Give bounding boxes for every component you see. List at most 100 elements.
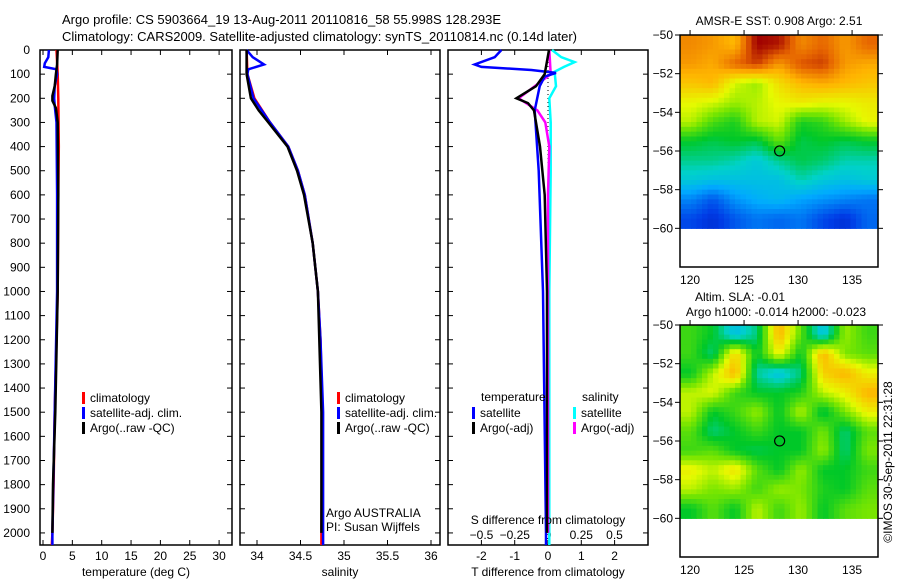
heatmap-cell	[773, 508, 780, 515]
heatmap-cell	[696, 78, 703, 84]
heatmap-cell	[696, 494, 703, 500]
heatmap-cell	[768, 363, 775, 370]
heatmap-cell	[713, 155, 720, 162]
heatmap-cell	[740, 436, 747, 442]
heatmap-cell	[850, 194, 857, 200]
heatmap-cell	[757, 397, 764, 403]
heatmap-cell	[680, 508, 687, 515]
heatmap-cell	[872, 73, 879, 80]
heatmap-cell	[845, 209, 852, 215]
heatmap-cell	[740, 131, 747, 138]
heatmap-cell	[817, 194, 824, 200]
heatmap-cell	[823, 397, 830, 403]
heatmap-cell	[768, 441, 775, 447]
heatmap-cell	[713, 165, 720, 171]
heatmap-cell	[713, 489, 720, 495]
heatmap-cell	[751, 117, 758, 123]
heatmap-cell	[746, 213, 753, 220]
s-tick-label: 0.25	[570, 528, 594, 542]
heatmap-cell	[784, 339, 791, 345]
heatmap-cell	[762, 97, 769, 104]
heatmap-cell	[817, 354, 824, 360]
heatmap-cell	[740, 126, 747, 133]
heatmap-cell	[834, 68, 841, 75]
heatmap-cell	[828, 49, 835, 55]
heatmap-cell	[757, 213, 764, 220]
heatmap-cell	[768, 416, 775, 423]
heatmap-cell	[768, 93, 775, 99]
heatmap-cell	[746, 155, 753, 162]
heatmap-cell	[790, 339, 797, 345]
heatmap-cell	[812, 189, 819, 196]
heatmap-cell	[845, 160, 852, 167]
heatmap-cell	[806, 73, 813, 80]
heatmap-cell	[872, 349, 879, 355]
heatmap-cell	[746, 83, 753, 89]
heatmap-cell	[685, 189, 692, 196]
heatmap-cell	[740, 64, 747, 70]
heatmap-cell	[685, 392, 692, 399]
heatmap-cell	[801, 122, 808, 128]
heatmap-cell	[691, 141, 698, 147]
heatmap-cell	[872, 194, 879, 200]
heatmap-cell	[779, 175, 786, 181]
heatmap-cell	[801, 426, 808, 432]
heatmap-cell	[839, 93, 846, 99]
heatmap-cell	[839, 344, 846, 350]
heatmap-cell	[812, 175, 819, 181]
heatmap-cell	[795, 126, 802, 133]
heatmap-cell	[751, 426, 758, 432]
heatmap-cell	[718, 73, 725, 80]
heatmap-cell	[845, 383, 852, 389]
heatmap-cell	[779, 122, 786, 128]
heatmap-cell	[757, 368, 764, 374]
heatmap-cell	[724, 378, 731, 384]
heatmap-cell	[779, 436, 786, 442]
legend-item-label: Argo(..raw -QC)	[90, 421, 175, 435]
heatmap-cell	[735, 209, 742, 215]
heatmap-cell	[823, 339, 830, 345]
heatmap-cell	[861, 373, 868, 379]
heatmap-cell	[685, 479, 692, 486]
heatmap-cell	[740, 431, 747, 437]
heatmap-cell	[823, 465, 830, 471]
heatmap-cell	[839, 373, 846, 379]
heatmap-cell	[801, 402, 808, 408]
heatmap-cell	[812, 412, 819, 418]
heatmap-cell	[839, 358, 846, 365]
heatmap-cell	[751, 378, 758, 384]
heatmap-cell	[680, 170, 687, 176]
heatmap-cell	[740, 175, 747, 181]
heatmap-cell	[850, 83, 857, 89]
heatmap-cell	[795, 54, 802, 60]
heatmap-cell	[713, 329, 720, 336]
heatmap-cell	[834, 441, 841, 447]
heatmap-cell	[779, 460, 786, 466]
heatmap-cell	[724, 54, 731, 60]
heatmap-cell	[817, 180, 824, 186]
heatmap-cell	[817, 460, 824, 466]
heatmap-cell	[724, 416, 731, 423]
heatmap-cell	[784, 112, 791, 118]
heatmap-cell	[691, 64, 698, 70]
heatmap-cell	[702, 489, 709, 495]
heatmap-cell	[828, 175, 835, 181]
heatmap-cell	[784, 194, 791, 200]
heatmap-cell	[740, 513, 747, 519]
heatmap-cell	[707, 455, 714, 461]
heatmap-cell	[751, 131, 758, 138]
heatmap-cell	[801, 194, 808, 200]
heatmap-cell	[685, 368, 692, 374]
heatmap-cell	[790, 73, 797, 80]
heatmap-cell	[735, 59, 742, 65]
heatmap-cell	[867, 213, 874, 220]
heatmap-cell	[790, 126, 797, 133]
heatmap-cell	[856, 218, 863, 225]
heatmap-cell	[746, 503, 753, 510]
heatmap-cell	[685, 68, 692, 75]
heatmap-cell	[680, 363, 687, 370]
heatmap-cell	[718, 180, 725, 186]
heatmap-cell	[872, 88, 879, 94]
heatmap-cell	[834, 73, 841, 80]
heatmap-cell	[691, 334, 698, 341]
